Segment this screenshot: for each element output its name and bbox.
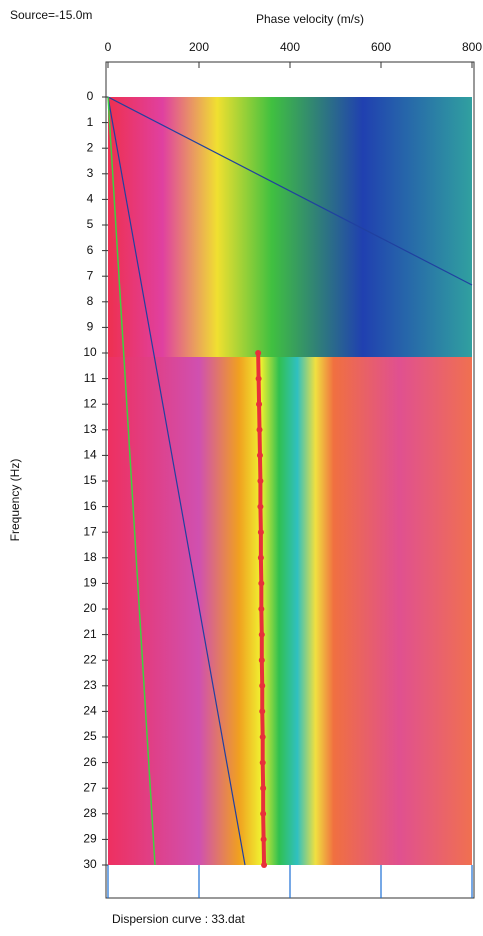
x-tick-label: 200 — [189, 40, 209, 54]
chart-title: Source=-15.0m — [10, 8, 92, 22]
reference-line — [107, 96, 473, 286]
curve-point — [261, 862, 268, 868]
y-axis-label: Frequency (Hz) — [8, 459, 22, 542]
y-tick-label: 27 — [83, 780, 97, 794]
curve-point — [259, 759, 266, 766]
dispersion-image — [108, 357, 472, 865]
y-tick-label: 16 — [83, 499, 97, 513]
x-tick-label: 600 — [371, 40, 391, 54]
y-tick-label: 3 — [87, 166, 94, 180]
curve-point — [259, 734, 266, 740]
curve-point — [257, 478, 264, 484]
x-tick-label: 400 — [280, 40, 300, 54]
dispersion-image — [108, 97, 472, 357]
y-tick-label: 11 — [84, 371, 97, 385]
x-tick-label: 800 — [462, 40, 482, 54]
y-tick-label: 23 — [83, 678, 97, 692]
curve-point — [257, 503, 264, 510]
curve-point — [256, 401, 263, 408]
y-tick-label: 19 — [83, 576, 97, 590]
y-tick-label: 4 — [87, 192, 94, 206]
curve-point — [257, 554, 264, 561]
x-tick-label: 0 — [105, 40, 112, 54]
reference-line — [107, 96, 246, 866]
y-tick-label: 20 — [83, 601, 97, 615]
curve-point — [258, 606, 265, 612]
y-tick-label: 10 — [83, 345, 97, 359]
footer: Dispersion curve : 33.dat — [112, 912, 245, 926]
curve-point — [258, 580, 265, 587]
y-tick-label: 7 — [87, 268, 94, 282]
curve-point — [260, 836, 267, 843]
y-tick-label: 25 — [83, 729, 97, 743]
y-tick-label: 0 — [87, 89, 94, 103]
y-tick-label: 5 — [87, 217, 94, 231]
reference-line — [107, 96, 156, 866]
curve-point — [255, 350, 262, 356]
y-tick-label: 1 — [87, 115, 94, 129]
curve-point — [257, 529, 264, 536]
y-tick-label: 9 — [87, 320, 94, 334]
curve-point — [259, 682, 266, 689]
y-tick-label: 18 — [83, 550, 97, 564]
y-tick-label: 14 — [83, 448, 97, 462]
curve-point — [258, 631, 265, 638]
y-tick-label: 26 — [83, 755, 97, 769]
y-tick-label: 2 — [87, 140, 94, 154]
curve-point — [258, 657, 265, 664]
y-tick-label: 28 — [83, 806, 97, 820]
curve-point — [256, 452, 263, 459]
curve-point — [255, 375, 262, 382]
curve-point — [256, 426, 263, 433]
y-tick-label: 6 — [87, 243, 94, 257]
curve-point — [260, 810, 267, 817]
y-tick-label: 17 — [83, 524, 97, 538]
curve-point — [260, 785, 267, 792]
y-tick-label: 29 — [83, 832, 97, 846]
y-tick-label: 21 — [83, 627, 97, 641]
y-tick-label: 15 — [83, 473, 97, 487]
y-tick-label: 22 — [83, 652, 97, 666]
y-tick-label: 30 — [83, 857, 97, 871]
curve-point — [259, 708, 266, 715]
y-tick-label: 12 — [83, 396, 97, 410]
x-axis-label: Phase velocity (m/s) — [256, 12, 364, 26]
y-tick-label: 8 — [87, 294, 94, 308]
y-tick-label: 24 — [83, 704, 97, 718]
y-tick-label: 13 — [83, 422, 97, 436]
